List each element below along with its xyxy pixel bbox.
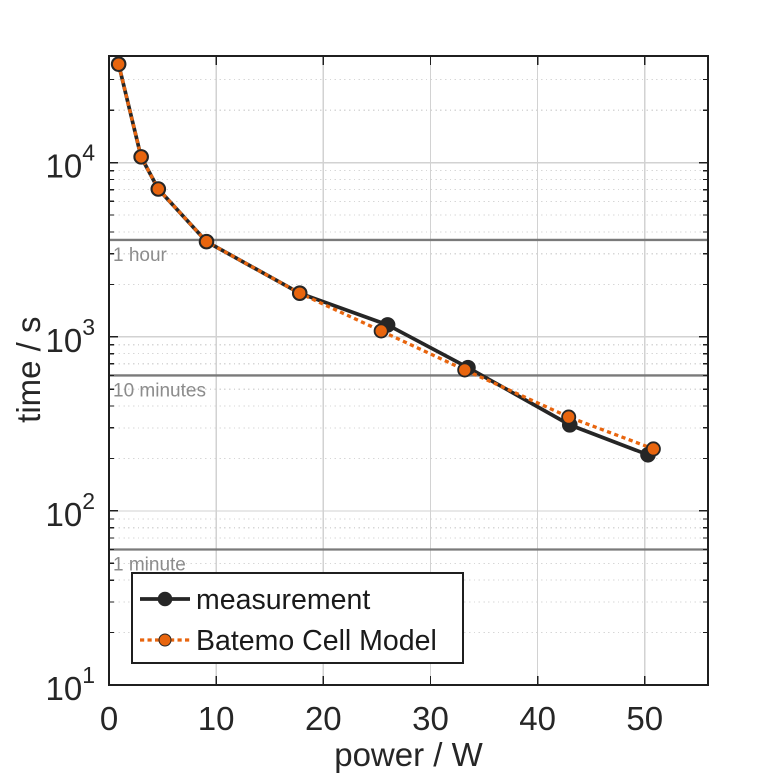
- x-tick-label: 50: [626, 700, 663, 737]
- legend-sample-marker-batemo-cell-model: [158, 633, 172, 647]
- data-point-batemo-cell-model: [645, 441, 661, 457]
- x-tick-label: 30: [412, 700, 449, 737]
- legend-box: [131, 572, 464, 664]
- x-tick-label: 20: [305, 700, 342, 737]
- data-point-batemo-cell-model: [292, 285, 308, 301]
- x-tick-label: 10: [198, 700, 235, 737]
- x-tick-label: 0: [100, 700, 118, 737]
- legend-sample-marker-measurement: [157, 591, 173, 607]
- y-tick-label: 101: [45, 662, 95, 707]
- data-point-batemo-cell-model: [150, 181, 166, 197]
- y-axis-label: time / s: [10, 316, 47, 422]
- legend-label-measurement: measurement: [196, 584, 370, 616]
- reference-label-1-minute: 1 minute: [113, 555, 186, 576]
- x-tick-label: 40: [519, 700, 556, 737]
- reference-label-1-hour: 1 hour: [113, 245, 168, 266]
- data-point-batemo-cell-model: [199, 234, 215, 250]
- reference-label-10-minutes: 10 minutes: [113, 380, 206, 401]
- data-point-batemo-cell-model: [457, 362, 473, 378]
- y-tick-label: 104: [45, 140, 95, 185]
- y-tick-label: 102: [45, 488, 95, 533]
- data-point-batemo-cell-model: [111, 56, 127, 72]
- data-point-batemo-cell-model: [133, 149, 149, 165]
- y-tick-label: 103: [45, 314, 95, 359]
- plot-border: [108, 55, 709, 686]
- data-point-batemo-cell-model: [373, 323, 389, 339]
- x-axis-label: power / W: [334, 736, 483, 773]
- legend-label-batemo-cell-model: Batemo Cell Model: [196, 625, 437, 657]
- data-point-batemo-cell-model: [561, 409, 577, 425]
